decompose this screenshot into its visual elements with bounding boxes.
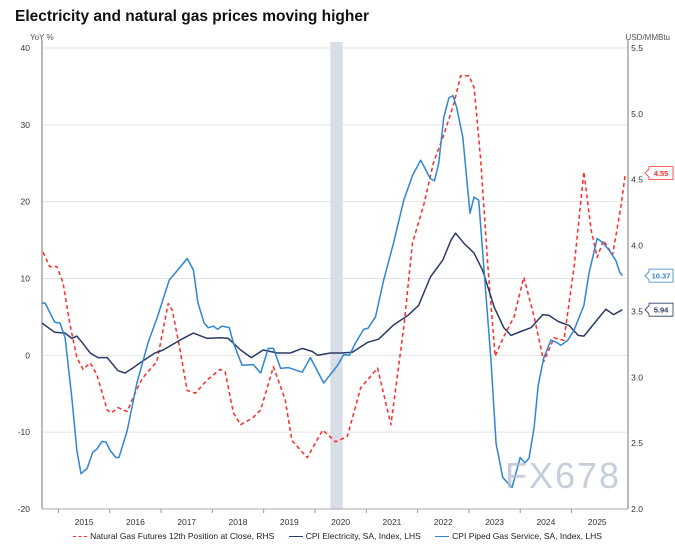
y-left-tick-label: 40: [21, 43, 31, 53]
y-left-tick-label: 30: [21, 120, 31, 130]
recession-shading: [330, 42, 343, 509]
y-left-axis-label: YoY %: [30, 33, 54, 42]
end-value-callout: [644, 166, 674, 181]
x-tick-label: 2017: [177, 517, 196, 527]
end-value-label: 10.37: [652, 272, 671, 281]
y-right-tick-label: 2.0: [631, 504, 643, 514]
x-tick-label: 2016: [126, 517, 145, 527]
y-left-tick-label: -10: [18, 427, 31, 437]
x-tick-label: 2024: [536, 517, 555, 527]
y-right-tick-label: 4.5: [631, 175, 643, 185]
y-right-tick-label: 3.5: [631, 306, 643, 316]
y-right-tick-label: 2.5: [631, 438, 643, 448]
legend-item-cpi-piped-gas: CPI Piped Gas Service, SA, Index, LHS: [435, 531, 602, 541]
end-value-label: 5.94: [654, 306, 669, 315]
end-value-callout: [644, 268, 674, 283]
x-tick-label: 2019: [280, 517, 299, 527]
legend-item-gas-futures: Natural Gas Futures 12th Position at Clo…: [73, 531, 274, 541]
y-right-tick-label: 4.0: [631, 241, 643, 251]
y-left-tick-label: 0: [25, 350, 30, 360]
legend-swatch: [73, 536, 88, 538]
chart-title: Electricity and natural gas prices movin…: [15, 8, 370, 25]
cpi-electricity-line: [41, 232, 623, 374]
legend-label: CPI Piped Gas Service, SA, Index, LHS: [452, 531, 602, 541]
x-tick-label: 2021: [382, 517, 401, 527]
x-tick-label: 2020: [331, 517, 350, 527]
y-right-axis-label: USD/MMBtu: [626, 33, 670, 42]
y-left-tick-label: -20: [18, 504, 31, 514]
cpi-piped-gas-line: [42, 94, 623, 489]
y-left-tick-label: 20: [21, 197, 31, 207]
y-right-tick-label: 3.0: [631, 372, 643, 382]
y-right-tick-label: 5.0: [631, 109, 643, 119]
legend-swatch: [435, 536, 450, 538]
y-right-tick-label: 5.5: [631, 43, 643, 53]
x-tick-label: 2018: [229, 517, 248, 527]
x-tick-label: 2025: [588, 517, 607, 527]
x-tick-label: 2022: [434, 517, 453, 527]
legend-item-cpi-electricity: CPI Electricity, SA, Index, LHS: [288, 531, 421, 541]
x-tick-label: 2015: [75, 517, 94, 527]
end-value-callout: [644, 302, 674, 317]
watermark: FX678: [505, 455, 622, 496]
legend-label: Natural Gas Futures 12th Position at Clo…: [90, 531, 275, 541]
end-value-label: 4.55: [654, 169, 669, 178]
legend-swatch: [288, 536, 303, 538]
x-tick-label: 2023: [485, 517, 504, 527]
legend: Natural Gas Futures 12th Position at Clo…: [0, 531, 675, 541]
y-left-tick-label: 10: [21, 274, 31, 284]
legend-label: CPI Electricity, SA, Index, LHS: [305, 531, 421, 541]
